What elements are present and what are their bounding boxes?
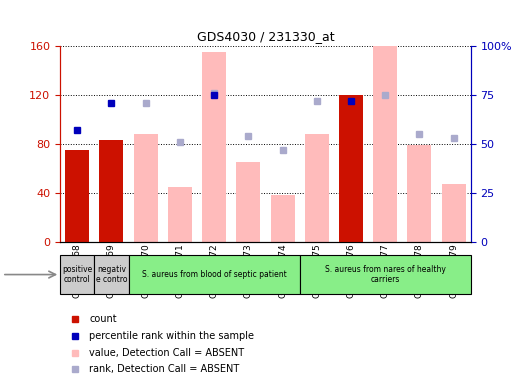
Text: percentile rank within the sample: percentile rank within the sample: [89, 331, 254, 341]
Bar: [99, 140, 123, 242]
Bar: [300, 255, 471, 294]
Text: positive
control: positive control: [62, 265, 93, 284]
Bar: [407, 145, 431, 242]
Text: S. aureus from nares of healthy
carriers: S. aureus from nares of healthy carriers: [325, 265, 446, 284]
Bar: [373, 46, 397, 242]
Bar: [305, 134, 329, 242]
Bar: [168, 187, 192, 242]
Bar: [441, 184, 465, 242]
Bar: [236, 162, 260, 242]
Bar: [202, 52, 226, 242]
Bar: [339, 95, 363, 242]
Bar: [134, 134, 157, 242]
Bar: [94, 255, 129, 294]
Text: value, Detection Call = ABSENT: value, Detection Call = ABSENT: [89, 348, 244, 358]
Text: rank, Detection Call = ABSENT: rank, Detection Call = ABSENT: [89, 364, 240, 374]
Bar: [129, 255, 300, 294]
Text: S. aureus from blood of septic patient: S. aureus from blood of septic patient: [142, 270, 287, 279]
Bar: [60, 255, 94, 294]
Title: GDS4030 / 231330_at: GDS4030 / 231330_at: [197, 30, 334, 43]
Text: negativ
e contro: negativ e contro: [96, 265, 127, 284]
Bar: [270, 195, 294, 242]
Bar: [65, 150, 89, 242]
Text: count: count: [89, 314, 117, 324]
